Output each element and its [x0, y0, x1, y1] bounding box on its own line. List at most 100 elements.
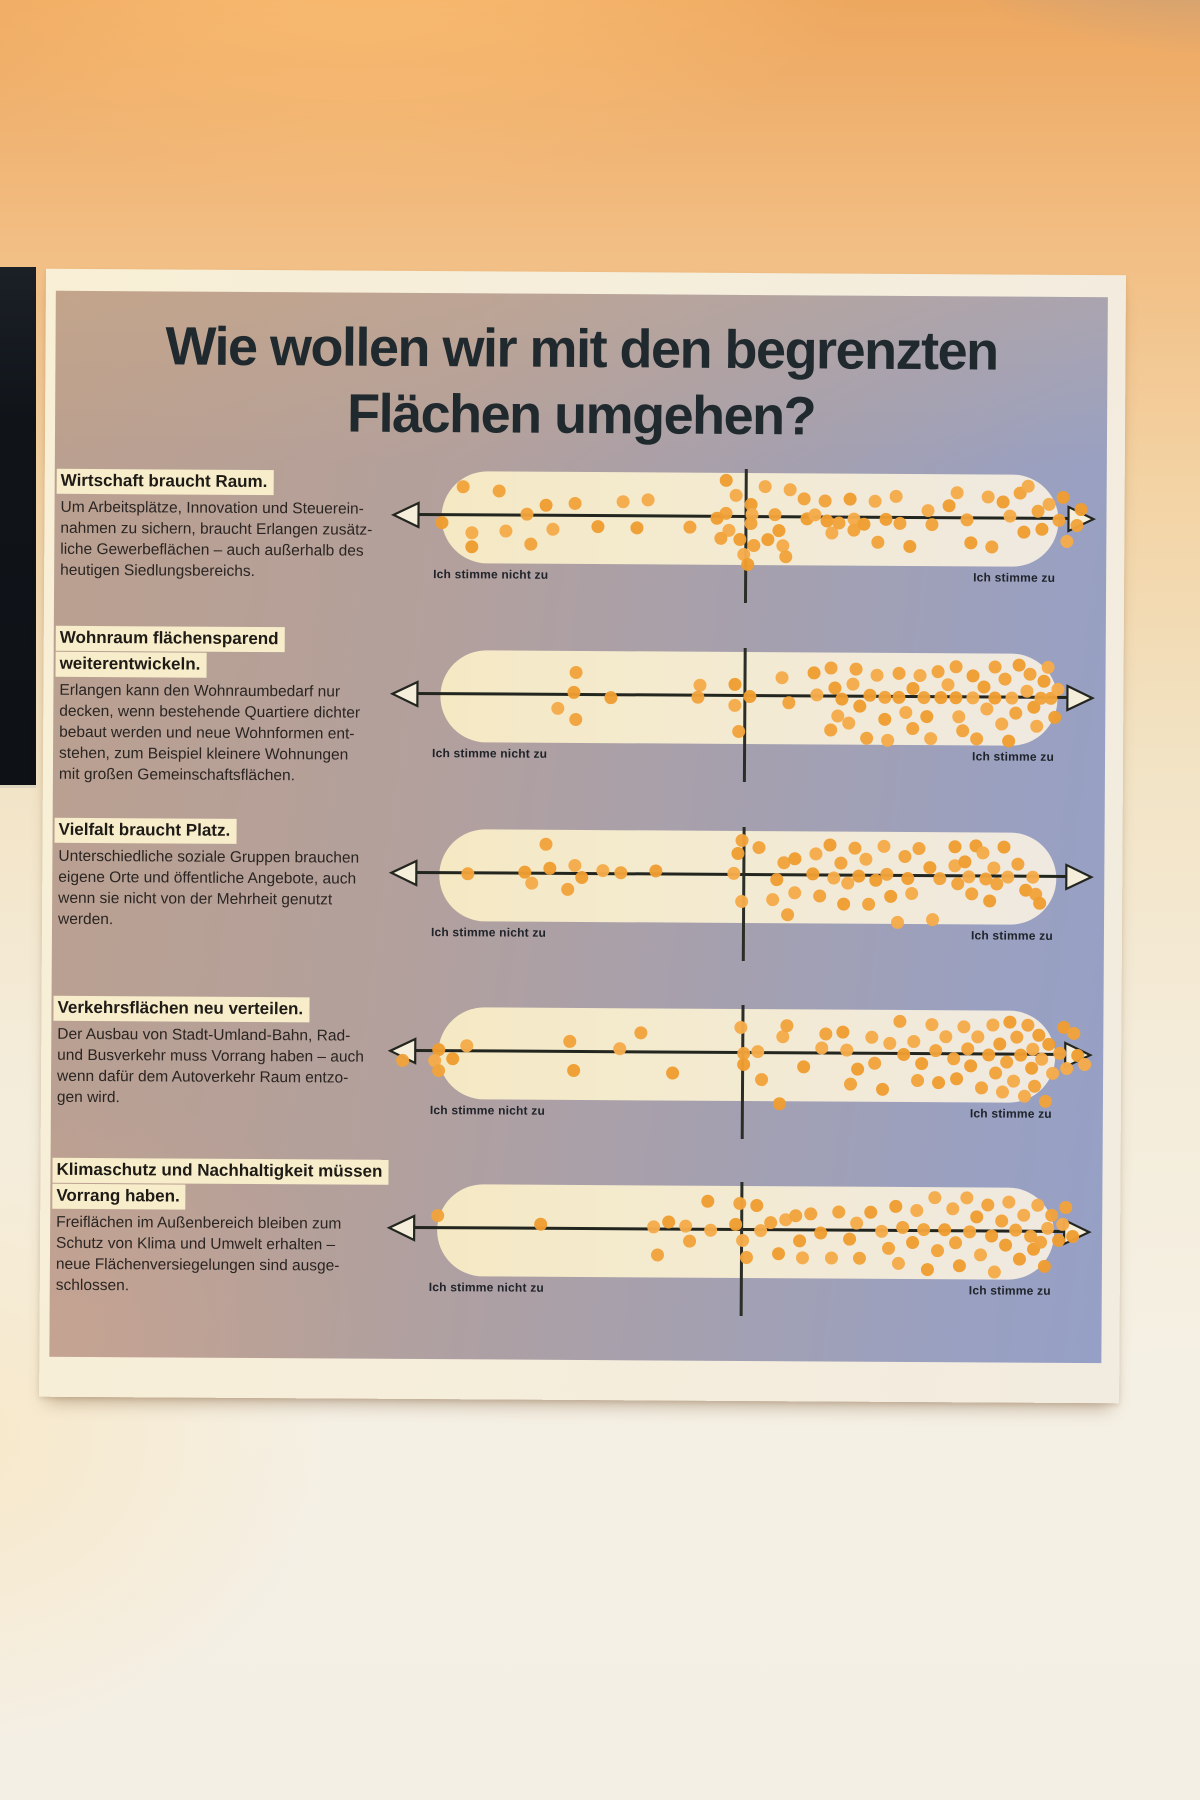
vote-dot: [430, 1208, 445, 1222]
left-arrowhead-icon: [390, 500, 420, 530]
vote-dot: [984, 1228, 998, 1243]
vote-dot: [1051, 682, 1065, 696]
vote-dot: [853, 1251, 867, 1265]
statement-heading: Wirtschaft braucht Raum.: [56, 468, 413, 496]
vote-dot: [1021, 479, 1035, 493]
vote-dot: [709, 511, 724, 525]
vote-dot: [1035, 522, 1049, 536]
vote-dot: [1066, 1229, 1080, 1243]
vote-dot: [849, 1216, 863, 1230]
vote-dot: [461, 866, 475, 880]
vote-dot: [568, 712, 582, 726]
vote-dot: [772, 1096, 786, 1110]
vote-dot: [1010, 1030, 1024, 1044]
vote-dot: [836, 1025, 850, 1039]
vote-dot: [613, 1041, 627, 1055]
vote-dot: [750, 1198, 764, 1212]
vote-dot: [779, 549, 793, 563]
statement-heading: Klimaschutz und Nachhaltigkeit müssen Vor…: [52, 1157, 408, 1211]
vote-dot: [986, 860, 1000, 875]
vote-dot: [946, 1051, 960, 1065]
vote-dot: [1032, 896, 1046, 910]
scale-label-agree: Ich stimme zu: [968, 1283, 1051, 1298]
left-arrowhead-icon: [389, 679, 419, 709]
vote-dot: [985, 1017, 999, 1032]
heading-highlight: Wohnraum flächensparend: [55, 625, 285, 653]
vote-dot: [396, 1053, 410, 1067]
vote-dot: [649, 863, 663, 877]
vote-dot: [700, 1194, 714, 1208]
vote-dot: [842, 1232, 856, 1246]
vote-dot: [881, 1241, 895, 1255]
body-line: eigene Orte und öffentliche Angebote, au…: [58, 868, 357, 888]
vote-dot: [850, 1062, 864, 1076]
statement-3: Vielfalt braucht Platz. Unterschiedliche …: [54, 817, 411, 932]
vote-dot: [987, 1264, 1002, 1279]
vote-dot: [916, 690, 930, 704]
vote-dot: [845, 677, 860, 691]
vote-dot: [949, 659, 963, 673]
vote-dot: [874, 1224, 888, 1238]
scale-label-agree: Ich stimme zu: [973, 570, 1056, 585]
vote-dot: [982, 1047, 996, 1062]
vote-dot: [1030, 719, 1044, 733]
body-line: Unterschiedliche soziale Gruppen brauche…: [58, 847, 360, 867]
statement-column: Wirtschaft braucht Raum. Um Arbeitsplätze…: [46, 269, 1126, 1294]
vote-dot: [727, 866, 741, 880]
vote-dot: [1023, 667, 1037, 681]
vote-dot: [851, 869, 865, 883]
poster-title-line-2: Flächen umgehen?: [346, 383, 816, 447]
vote-dot: [933, 871, 947, 885]
heading-highlight: Vorrang haben.: [52, 1183, 186, 1210]
vote-dot: [1030, 1198, 1045, 1212]
scale-label-disagree: Ich stimme nicht zu: [429, 1103, 546, 1118]
vote-dot: [781, 695, 796, 709]
vote-dot: [634, 1025, 648, 1039]
vote-dot: [1025, 870, 1039, 884]
vote-dot: [567, 685, 581, 699]
vote-dot: [1034, 1235, 1048, 1249]
agreement-scale-row-5: Ich stimme nicht zu Ich stimme zu: [383, 1166, 1094, 1348]
vote-dot: [910, 1203, 924, 1217]
vote-dot: [520, 507, 534, 521]
vote-dot: [896, 1047, 911, 1061]
statement-body: Erlangen kann den Wohnraumbedarf nur deck…: [59, 680, 412, 787]
vote-dot: [1009, 1223, 1023, 1237]
body-line: heutigen Siedlungsbereichs.: [60, 561, 255, 580]
vote-dot: [792, 1233, 806, 1247]
vote-dot: [890, 915, 904, 929]
vote-dot: [921, 503, 935, 517]
vote-dot: [992, 1037, 1006, 1051]
vote-dot: [888, 1199, 903, 1213]
vote-dot: [964, 535, 978, 549]
scale-label-agree: Ich stimme zu: [972, 749, 1055, 764]
vote-dot: [983, 893, 997, 908]
vote-dot: [761, 532, 775, 546]
vote-dot: [1077, 1057, 1092, 1071]
vote-dot: [952, 709, 966, 723]
vote-dot: [704, 1223, 718, 1237]
statement-2: Wohnraum flächensparend weiterentwickeln.…: [55, 625, 412, 787]
vote-dot: [569, 665, 583, 679]
vote-dot: [797, 1059, 811, 1073]
poster-title-line-1: Wie wollen wir mit den begrenzten: [165, 316, 998, 382]
body-line: Schutz von Klima und Umwelt erhalten –: [56, 1234, 336, 1254]
vote-dot: [1009, 706, 1023, 720]
vote-dot: [810, 687, 824, 701]
vote-dot: [928, 1043, 943, 1057]
vote-dot: [492, 483, 506, 498]
vote-dot: [849, 662, 863, 676]
vote-dot: [733, 532, 747, 546]
vote-dot: [1017, 1089, 1031, 1103]
vote-dot: [958, 854, 972, 868]
vote-dot: [994, 717, 1008, 731]
vote-dot: [1053, 1046, 1067, 1060]
vote-dot: [906, 1235, 920, 1249]
vote-dot: [1055, 1217, 1069, 1231]
vote-dot: [961, 869, 976, 883]
vote-dot: [647, 1219, 661, 1233]
vote-dot: [892, 666, 906, 680]
vote-dot: [465, 539, 479, 553]
vote-dot: [931, 1243, 945, 1257]
vote-dot: [998, 672, 1012, 686]
